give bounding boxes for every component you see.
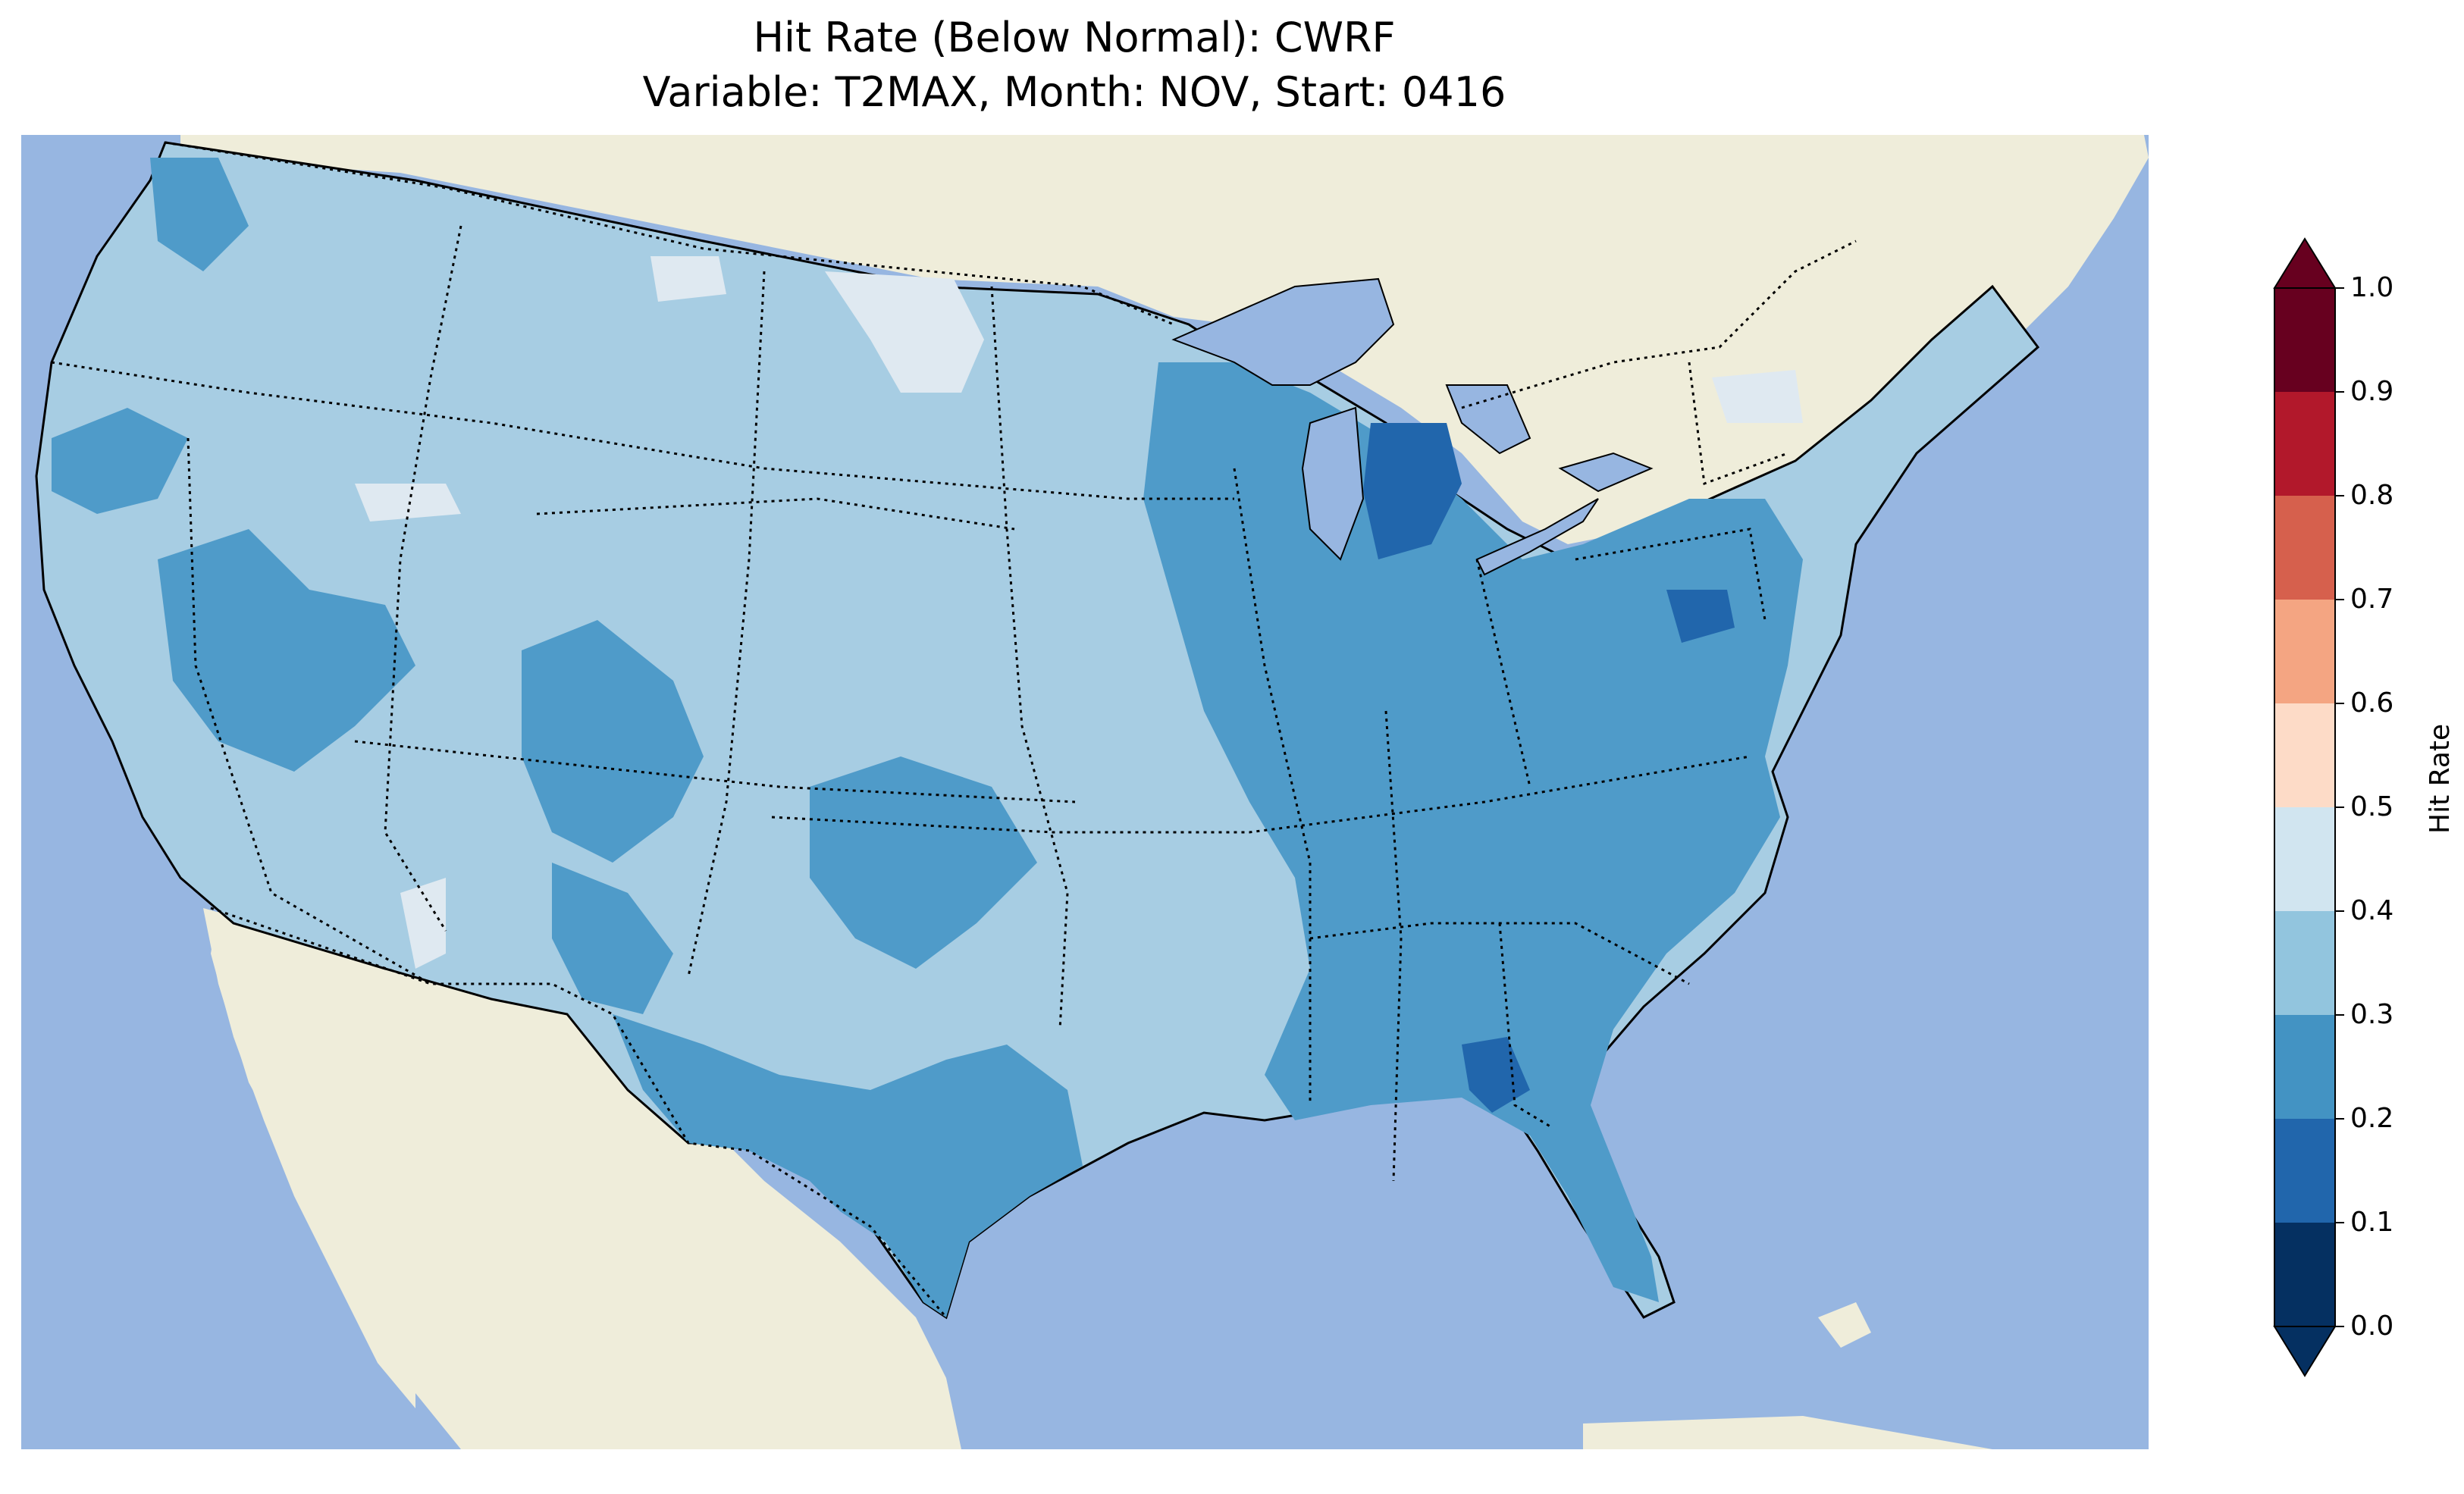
colorbar-tick-label: 0.4 (2350, 895, 2394, 926)
colorbar-svg (2273, 237, 2344, 1377)
cuba-land (1583, 1416, 1992, 1449)
field-region-east (1143, 362, 1803, 1302)
colorbar-tick-label: 0.1 (2350, 1207, 2394, 1238)
map-frame (21, 135, 2149, 1449)
colorbar-tick-label: 1.0 (2350, 272, 2394, 303)
colorbar-bin (2274, 1119, 2335, 1223)
colorbar-bin (2274, 807, 2335, 911)
field-patch-idaho (355, 484, 461, 521)
baja-land (211, 908, 415, 1408)
map-subtitle: Variable: T2MAX, Month: NOV, Start: 0416 (642, 68, 1506, 116)
colorbar-tick-label: 0.9 (2350, 376, 2394, 407)
field-patch-newengland (1712, 370, 1803, 423)
field-region-newmexico (552, 863, 673, 1014)
colorbar-tick-label: 0.2 (2350, 1103, 2394, 1134)
colorbar (2259, 235, 2381, 1380)
colorbar-bin (2274, 911, 2335, 1015)
colorbar-tick-label: 0.6 (2350, 687, 2394, 719)
field-region-nevada (158, 529, 415, 772)
field-patch-montana (650, 256, 726, 302)
colorbar-bin (2274, 703, 2335, 807)
canada-border (165, 141, 1857, 409)
bahamas-land (1818, 1302, 1871, 1348)
field-region-oregon (52, 408, 188, 514)
field-pocket-michigan (1363, 423, 1462, 559)
colorbar-extend-max (2273, 237, 2337, 289)
canada-land (180, 135, 2149, 544)
mexico-border (210, 907, 948, 1318)
field-region-northwest (150, 158, 249, 271)
colorbar-tick-label: 0.8 (2350, 480, 2394, 511)
colorbar-extend-min (2273, 1326, 2337, 1377)
map-title: Hit Rate (Below Normal): CWRF (753, 14, 1396, 61)
colorbar-label: Hit Rate (2425, 723, 2456, 834)
great-lakes (1171, 277, 1654, 576)
field-region-texas (613, 1014, 1083, 1317)
colorbar-tick-label: 0.0 (2350, 1311, 2394, 1342)
colorbar-bin (2274, 496, 2335, 600)
colorbar-tick-label: 0.3 (2350, 999, 2394, 1030)
field-patch-nevada-south (400, 878, 446, 969)
colorbar-bin (2274, 1223, 2335, 1326)
colorbar-bin (2274, 288, 2335, 392)
field-region-colorado (522, 620, 704, 863)
field-pocket-maryland (1666, 590, 1735, 643)
colorbar-bin (2274, 600, 2335, 703)
colorbar-bin (2274, 1015, 2335, 1119)
colorbar-bin (2274, 392, 2335, 496)
colorbar-tick-label: 0.5 (2350, 791, 2394, 822)
field-region-kansas (810, 756, 1037, 969)
colorbar-tick-label: 0.7 (2350, 584, 2394, 615)
field-patch-dakotas (825, 271, 984, 393)
state-borders (51, 225, 1788, 1182)
field-pocket-georgia (1462, 1037, 1530, 1113)
